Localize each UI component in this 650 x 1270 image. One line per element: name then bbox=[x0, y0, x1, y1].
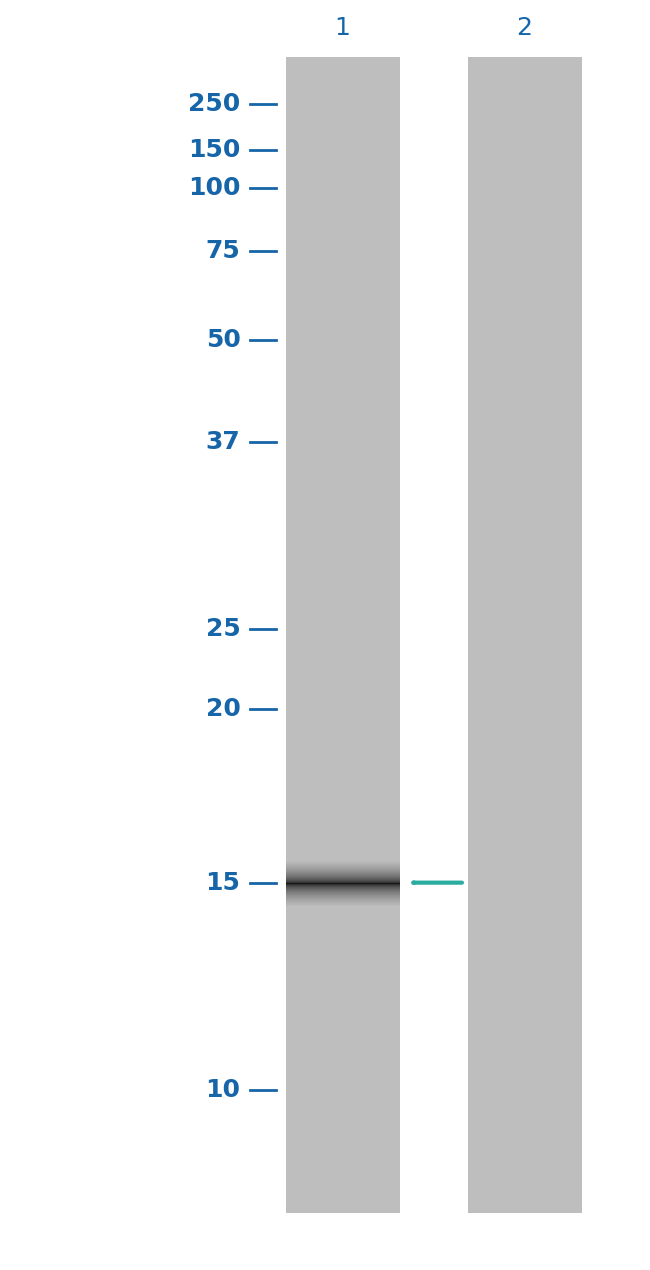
Bar bbox=[468, 57, 582, 1213]
Text: 25: 25 bbox=[206, 617, 240, 640]
Text: 10: 10 bbox=[205, 1078, 240, 1101]
Text: 250: 250 bbox=[188, 93, 240, 116]
Text: 2: 2 bbox=[517, 17, 532, 39]
Text: 150: 150 bbox=[188, 138, 240, 161]
Text: 100: 100 bbox=[188, 177, 240, 199]
Text: 50: 50 bbox=[205, 329, 240, 352]
Bar bbox=[286, 57, 400, 1213]
Text: 75: 75 bbox=[206, 240, 240, 263]
Text: 15: 15 bbox=[205, 871, 240, 894]
Text: 37: 37 bbox=[206, 431, 240, 453]
Text: 20: 20 bbox=[205, 697, 240, 720]
Text: 1: 1 bbox=[335, 17, 350, 39]
